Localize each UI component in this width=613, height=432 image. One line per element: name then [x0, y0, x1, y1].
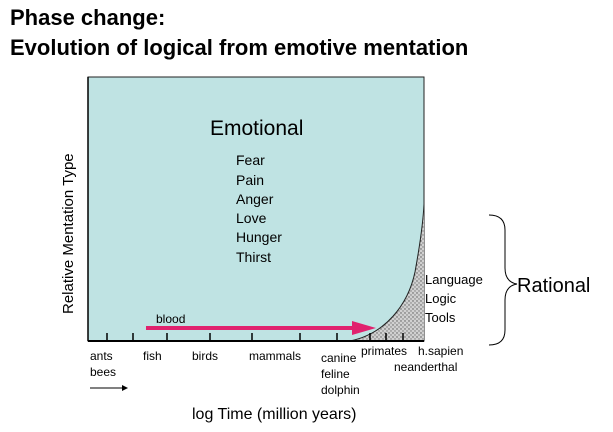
x-label-dolphin: dolphin	[321, 383, 360, 397]
time-direction-arrow	[90, 385, 128, 391]
title-line-1: Phase change:	[10, 5, 166, 30]
x-label-hsapien: h.sapien	[418, 344, 463, 358]
x-label-feline: feline	[321, 367, 350, 381]
x-label-fish: fish	[143, 349, 162, 363]
emotion-hunger: Hunger	[236, 229, 282, 245]
emotion-thirst: Thirst	[236, 249, 271, 265]
x-axis-label: log Time (million years)	[192, 406, 356, 423]
blood-label: blood	[156, 312, 185, 326]
title-line-2: Evolution of logical from emotive mentat…	[10, 35, 469, 60]
rational-region	[350, 204, 424, 341]
emotion-love: Love	[236, 210, 267, 226]
x-label-bees: bees	[90, 365, 116, 379]
x-label-neanderthal: neanderthal	[394, 360, 457, 374]
emotional-region	[87, 76, 425, 342]
rational-item-language: Language	[425, 272, 483, 287]
x-label-mammals: mammals	[249, 349, 301, 363]
blood-arrow	[146, 321, 376, 335]
emotion-anger: Anger	[236, 191, 274, 207]
x-label-primates: primates	[361, 344, 407, 358]
rational-label: Rational	[517, 275, 590, 297]
x-ticks	[106, 333, 404, 341]
x-label-ants: ants	[90, 349, 113, 363]
emotion-fear: Fear	[236, 152, 265, 168]
x-label-canine: canine	[321, 351, 357, 365]
rational-item-logic: Logic	[425, 291, 457, 306]
emotion-pain: Pain	[236, 172, 264, 188]
rational-brace	[488, 214, 518, 346]
x-label-birds: birds	[192, 349, 218, 363]
y-axis-label: Relative Mentation Type	[60, 153, 77, 314]
emotional-heading: Emotional	[210, 117, 303, 140]
rational-item-tools: Tools	[425, 310, 456, 325]
phase-curve	[349, 203, 425, 342]
